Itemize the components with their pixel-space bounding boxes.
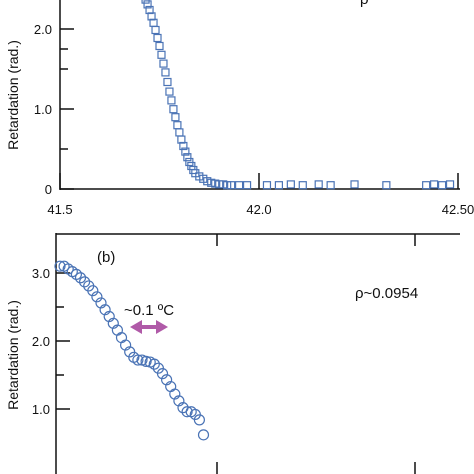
panel-b-y-tick-label: 3.0 [32,266,50,281]
panel-a-data-point [437,181,447,190]
panel-a-data-point [165,87,174,96]
panel-b: 1.0 2.0 3.0 Retardation (rad.) (b) ρ~0.095… [5,233,460,474]
panel-b-arrow-label: ~0.1 ºC [124,302,174,319]
panel-a-data-point [242,181,252,190]
panel-b-y-ticks: 1.0 2.0 3.0 [32,266,70,417]
panel-a-data-point [175,128,184,137]
panel-a-data-point [183,153,192,162]
panel-a-data-point [286,180,295,189]
panel-a-data-point [169,105,178,114]
panel-b-data-point [115,332,128,344]
panel-a-data-point [314,180,323,189]
panel-a-data-point [173,121,182,130]
panel-a-data-point [350,180,359,189]
panel-a-data-point [382,181,391,190]
panel-a-data-point [153,33,162,43]
panel-a: 0 1.0 2.0 41.5 42.0 42.50 Retardation (rad.)… [5,0,474,217]
panel-b-data-point [197,429,210,441]
panel-b-label: (b) [97,249,115,266]
panel-a-data-point [326,181,335,190]
panel-b-points [54,260,210,441]
panel-a-data-point [262,181,272,190]
panel-a-data-point [422,181,431,190]
panel-b-data-point [54,260,66,272]
panel-a-data-point [171,113,180,122]
panel-a-data-point [147,12,156,21]
panel-b-data-point [70,268,83,280]
panel-b-data-point [193,414,205,426]
panel-b-y-tick-label: 2.0 [32,334,50,349]
panel-a-data-point [145,5,154,15]
panel-a-x-ticks: 41.5 42.0 42.50 [47,173,474,217]
panel-a-data-point [298,181,307,190]
panel-a-data-point [157,50,166,59]
panel-b-annotation: ρ~0.0954 [355,285,418,302]
panel-a-data-point [179,141,188,151]
panel-a-data-point [155,41,164,51]
panel-a-data-point [274,181,283,190]
panel-b-data-point [78,276,91,288]
panel-a-data-point [151,25,160,35]
panel-b-y-axis-label: Retardation (rad.) [5,300,21,410]
panel-a-data-point [161,68,170,77]
panel-a-points [141,0,455,190]
panel-a-y-tick-label: 0 [45,182,52,197]
panel-a-data-point [181,147,190,156]
panel-b-data-point [156,368,169,380]
panel-b-data-point [74,272,87,284]
panel-a-data-point [445,180,455,189]
panel-a-data-point [430,180,439,189]
panel-b-data-point [181,406,193,418]
panel-a-data-point [227,181,236,190]
panel-a-y-axis-label: Retardation (rad.) [5,40,21,150]
panel-b-data-point [140,355,152,367]
panel-a-data-point [167,96,176,105]
panel-b-data-point [91,291,103,303]
panel-a-data-point [177,135,186,144]
panel-b-data-point [132,354,144,366]
double-arrow-icon [130,320,168,334]
panel-a-x-tick-label: 41.5 [47,202,72,217]
panel-a-data-point [141,0,150,4]
panel-b-data-point [148,358,160,370]
panel-a-y-tick-label: 1.0 [34,102,52,117]
panel-a-y-ticks: 0 1.0 2.0 [34,22,74,197]
panel-a-y-tick-label: 2.0 [34,22,52,37]
panel-a-data-point [159,59,168,68]
panel-a-data-point [235,181,244,190]
panel-a-x-tick-label: 42.50 [442,202,474,217]
panel-a-x-tick-label: 42.0 [246,202,271,217]
panel-a-data-point [163,77,172,87]
panel-a-annotation: ρ~ [360,0,378,8]
panel-b-y-tick-label: 1.0 [32,402,50,417]
panel-b-data-point [87,285,99,297]
panel-a-data-point [143,0,152,9]
